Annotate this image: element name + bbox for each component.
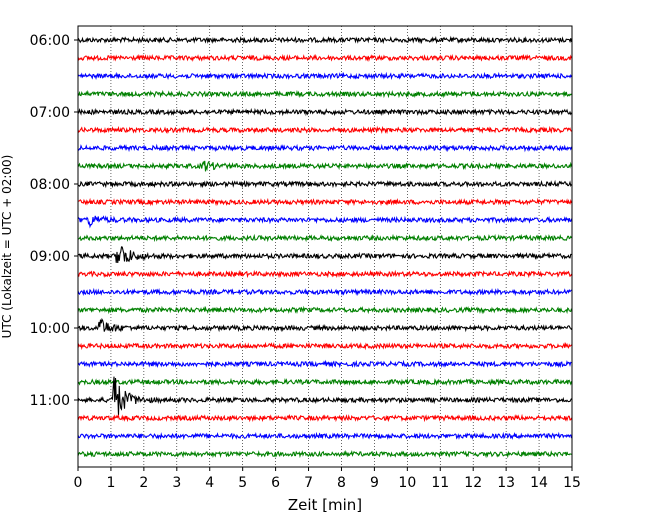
y-tick-label: 06:00 [30, 33, 70, 49]
seismic-trace-row [77, 341, 572, 351]
seismic-trace-row [77, 160, 573, 172]
seismic-trace-row [77, 269, 572, 279]
x-tick-label: 6 [271, 475, 280, 491]
x-tick-label: 5 [238, 475, 247, 491]
seismic-trace-row [78, 197, 573, 207]
x-tick-label: 7 [304, 475, 313, 491]
seismic-trace-row [77, 305, 573, 315]
y-axis-label: UTC (Lokalzeit = UTC + 02:00) [0, 155, 14, 339]
x-axis: 0 1 2 3 4 5 6 7 8 9 10 11 12 13 14 15 [74, 467, 581, 491]
x-tick-label: 13 [497, 475, 515, 491]
x-axis-label: Zeit [min] [288, 496, 362, 514]
seismic-trace-row [77, 233, 572, 243]
x-tick-label: 15 [563, 475, 581, 491]
x-tick-label: 10 [398, 475, 416, 491]
plot-frame [77, 25, 573, 468]
seismic-trace-row [77, 35, 573, 45]
x-tick-label: 12 [464, 475, 482, 491]
seismic-trace-row [77, 377, 573, 387]
seismic-trace-row [77, 179, 572, 189]
y-tick-label: 09:00 [30, 249, 70, 265]
y-tick-label: 07:00 [30, 105, 70, 121]
y-tick-label: 11:00 [30, 393, 70, 409]
x-tick-label: 1 [106, 475, 115, 491]
seismic-trace-row [77, 431, 573, 441]
y-axis: 06:00 07:00 08:00 09:00 10:00 11:00 [30, 33, 78, 409]
seismic-trace-row [77, 317, 572, 333]
seismic-trace-row [77, 246, 572, 264]
seismic-trace-row [77, 449, 572, 459]
y-tick-label: 08:00 [30, 177, 70, 193]
seismic-traces [77, 35, 573, 459]
x-tick-label: 4 [205, 475, 214, 491]
seismic-trace-row [77, 53, 573, 62]
x-tick-label: 2 [139, 475, 148, 491]
seismic-trace-row [77, 143, 573, 153]
x-tick-label: 14 [530, 475, 548, 491]
seismic-trace-row [77, 413, 573, 423]
x-tick-label: 3 [172, 475, 181, 491]
x-tick-label: 11 [431, 475, 449, 491]
seismic-trace-row [77, 287, 572, 297]
seismic-trace-row [77, 107, 572, 117]
y-tick-label: 10:00 [30, 321, 70, 337]
seismic-trace-row [77, 359, 572, 369]
x-tick-label: 9 [370, 475, 379, 491]
seismic-trace-row [77, 71, 573, 81]
seismic-trace-row [77, 125, 572, 135]
seismic-trace-row [77, 89, 572, 99]
x-tick-label: 0 [74, 475, 83, 491]
seismic-trace-row [77, 215, 573, 229]
seismic-trace-row [77, 376, 572, 416]
x-tick-label: 8 [337, 475, 346, 491]
